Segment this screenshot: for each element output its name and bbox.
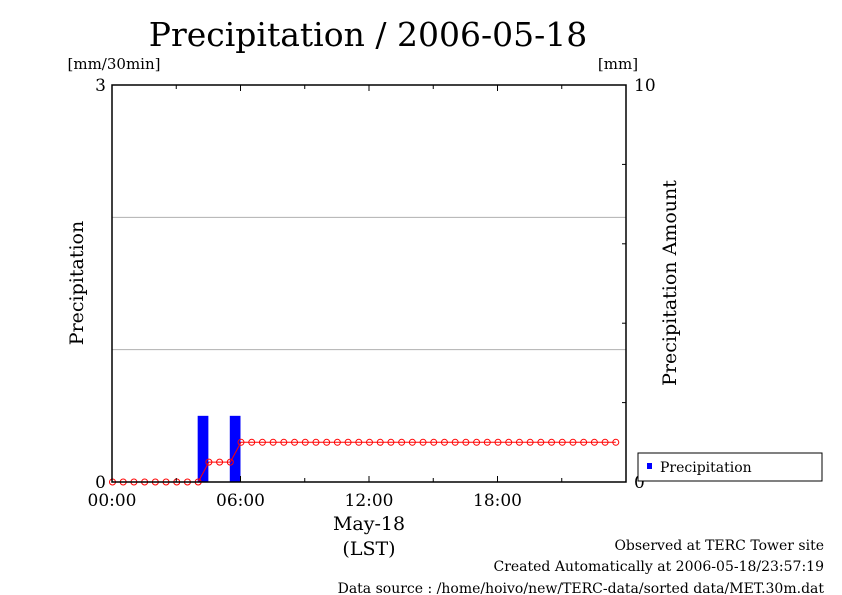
cumulative-point bbox=[569, 438, 577, 446]
cumulative-point bbox=[601, 438, 609, 446]
cumulative-point bbox=[419, 438, 427, 446]
cumulative-point bbox=[280, 438, 288, 446]
cumulative-point bbox=[440, 438, 448, 446]
cumulative-point bbox=[205, 458, 213, 466]
cumulative-point bbox=[258, 438, 266, 446]
cumulative-point bbox=[558, 438, 566, 446]
cumulative-point bbox=[269, 438, 277, 446]
right-tick-label: 10 bbox=[634, 76, 656, 96]
cumulative-point bbox=[537, 438, 545, 446]
cumulative-point bbox=[473, 438, 481, 446]
x-tick-label: 12:00 bbox=[345, 491, 394, 511]
legend-box bbox=[637, 452, 823, 482]
precip-bars bbox=[197, 415, 241, 482]
cumulative-point bbox=[462, 438, 470, 446]
right-axis-title: Precipitation Amount bbox=[659, 180, 681, 386]
x-tick-label: 18:00 bbox=[473, 491, 522, 511]
cumulative-point bbox=[526, 438, 534, 446]
cumulative-point bbox=[451, 438, 459, 446]
chart-title: Precipitation / 2006-05-18 bbox=[149, 15, 587, 54]
cumulative-point bbox=[505, 438, 513, 446]
cumulative-point bbox=[376, 438, 384, 446]
cumulative-point bbox=[226, 458, 234, 466]
legend-swatch bbox=[647, 463, 652, 469]
legend-label: Precipitation bbox=[660, 460, 752, 476]
precip-bar bbox=[229, 415, 241, 482]
right-axis-unit: [mm] bbox=[598, 55, 638, 73]
left-axis-title: Precipitation bbox=[66, 221, 88, 345]
left-tick-label: 3 bbox=[95, 76, 106, 96]
cumulative-point bbox=[312, 438, 320, 446]
cumulative-point bbox=[494, 438, 502, 446]
cumulative-line bbox=[109, 438, 620, 486]
x-tick-label: 00:00 bbox=[88, 491, 137, 511]
left-axis-unit: [mm/30min] bbox=[68, 55, 161, 73]
cumulative-point bbox=[344, 438, 352, 446]
left-axis-tick-labels: 03 bbox=[95, 76, 106, 493]
footer-source: Data source : /home/hoivo/new/TERC-data/… bbox=[338, 581, 825, 595]
left-tick-label: 0 bbox=[95, 473, 106, 493]
cumulative-point bbox=[580, 438, 588, 446]
x-tick-label: 06:00 bbox=[216, 491, 265, 511]
x-axis-tz-label: (LST) bbox=[342, 538, 395, 560]
cumulative-point bbox=[398, 438, 406, 446]
cumulative-point bbox=[301, 438, 309, 446]
cumulative-point bbox=[355, 438, 363, 446]
x-axis-date-label: May-18 bbox=[333, 513, 405, 535]
precip-bar bbox=[197, 415, 209, 482]
cumulative-point bbox=[590, 438, 598, 446]
right-tick-label: 0 bbox=[634, 473, 645, 493]
footer-created: Created Automatically at 2006-05-18/23:5… bbox=[493, 559, 824, 575]
cumulative-point bbox=[216, 458, 224, 466]
cumulative-point bbox=[515, 438, 523, 446]
right-axis-tick-labels: 0 10 bbox=[634, 76, 656, 493]
cumulative-point bbox=[548, 438, 556, 446]
cumulative-point bbox=[387, 438, 395, 446]
x-axis-tick-labels: 00:00 06:00 12:00 18:00 bbox=[88, 491, 523, 511]
cumulative-point bbox=[612, 438, 620, 446]
cumulative-point bbox=[366, 438, 373, 446]
cumulative-point bbox=[408, 438, 416, 446]
cumulative-polyline bbox=[112, 441, 616, 483]
axes bbox=[111, 84, 627, 483]
cumulative-point bbox=[333, 438, 341, 446]
cumulative-point bbox=[483, 438, 491, 446]
grid-lines bbox=[112, 216, 626, 351]
cumulative-point bbox=[291, 438, 299, 446]
cumulative-point bbox=[430, 438, 438, 446]
plot-frame bbox=[111, 84, 627, 483]
cumulative-point bbox=[248, 438, 256, 446]
cumulative-point bbox=[237, 438, 245, 446]
legend: Precipitation bbox=[637, 452, 823, 482]
cumulative-point bbox=[323, 438, 331, 446]
footer-observed: Observed at TERC Tower site bbox=[614, 538, 824, 554]
